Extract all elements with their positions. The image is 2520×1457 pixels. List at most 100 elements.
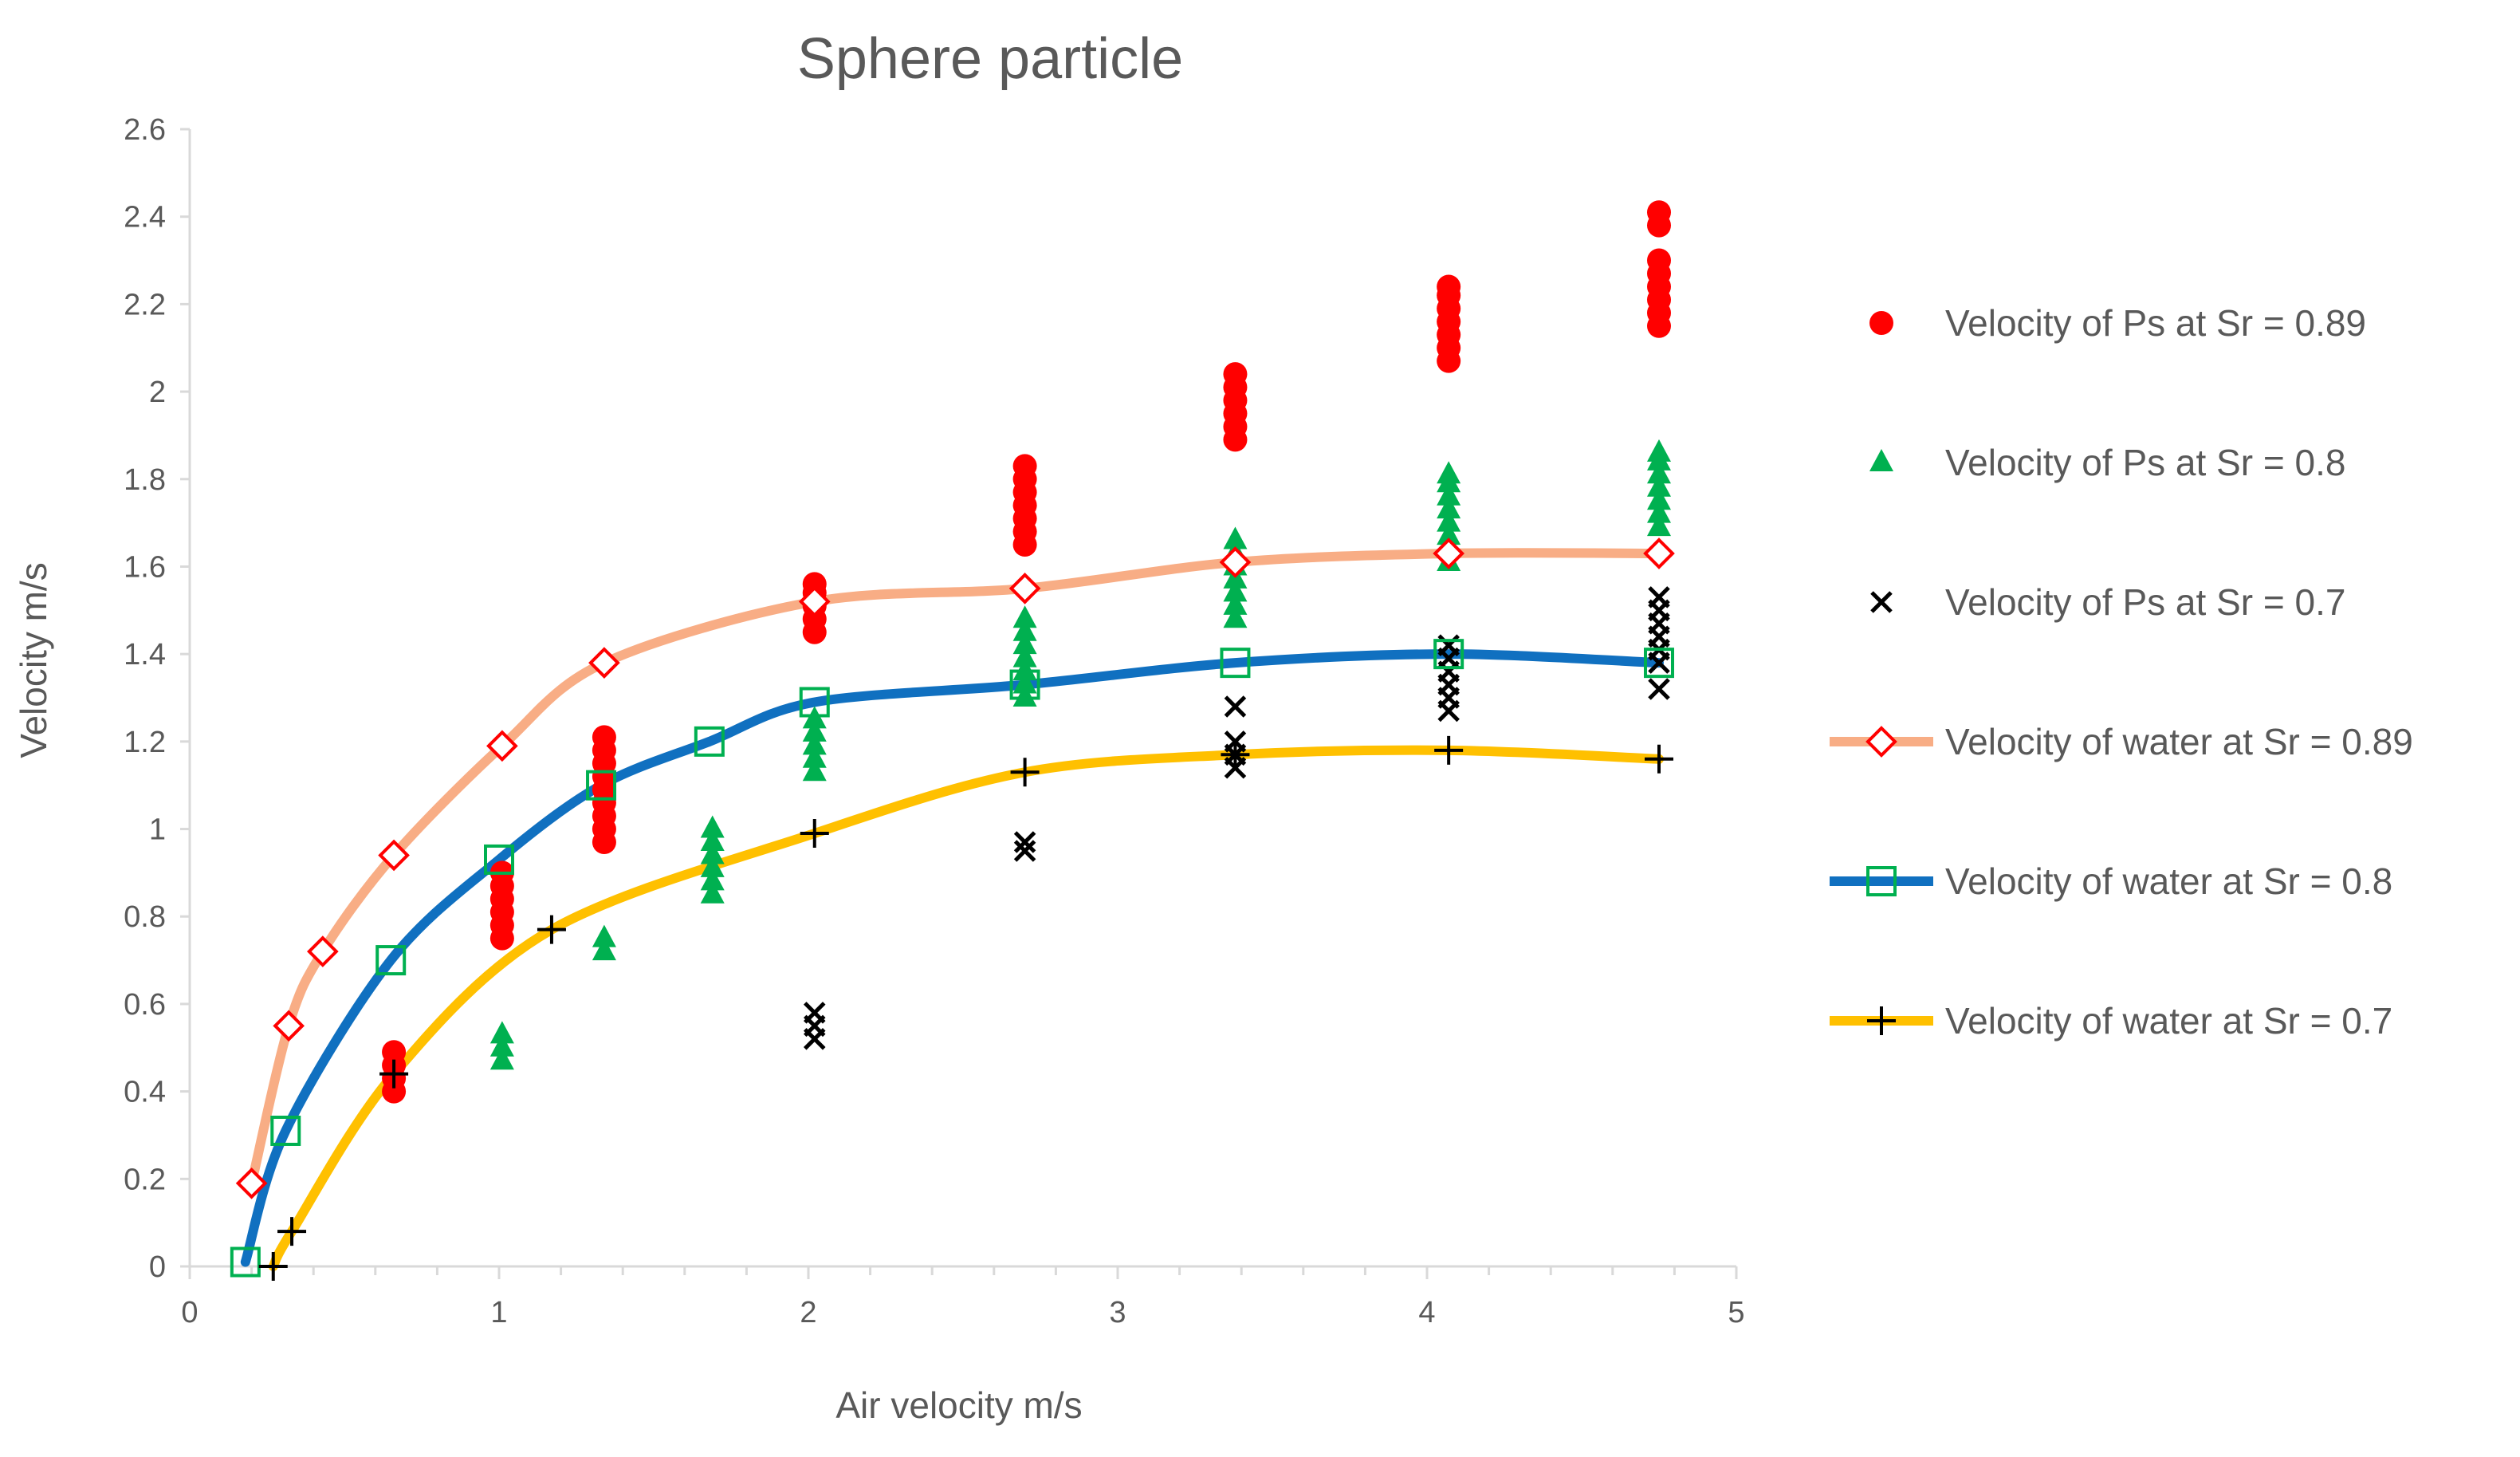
data-point xyxy=(1221,740,1250,770)
legend-marker xyxy=(1867,1006,1896,1035)
data-point xyxy=(379,1059,409,1089)
data-point xyxy=(700,841,725,864)
data-point xyxy=(700,854,725,877)
data-point xyxy=(802,732,827,755)
y-tick-label: 2.4 xyxy=(124,201,166,234)
data-point xyxy=(1647,200,1671,225)
data-point xyxy=(489,1021,514,1044)
data-point xyxy=(1437,496,1461,519)
data-point xyxy=(1220,648,1251,679)
series-line xyxy=(240,649,1664,1267)
data-point xyxy=(1012,605,1037,628)
line-markers-6 xyxy=(258,735,1673,1281)
y-tick-label: 2.2 xyxy=(124,288,166,321)
legend-label: Velocity of Ps at Sr = 0.7 xyxy=(1945,581,2345,623)
line-series-5 xyxy=(240,649,1664,1267)
data-point xyxy=(803,1002,826,1024)
data-point xyxy=(1647,514,1671,537)
data-point xyxy=(700,815,725,838)
legend-entry-6: Velocity of water at Sr = 0.7 xyxy=(1830,1000,2392,1042)
data-point xyxy=(307,935,339,967)
data-point xyxy=(592,938,616,961)
data-point xyxy=(694,726,725,757)
data-point xyxy=(700,828,725,851)
data-point xyxy=(1437,461,1461,484)
axes: 0 0.2 0.4 0.6 0.8 1 1.2 1.4 1.6 1.8 2 2.2 2.4 2.6 0 1 2 3… xyxy=(124,113,1744,1329)
data-point xyxy=(489,1047,514,1070)
plot-area xyxy=(230,200,1675,1281)
y-tick-label: 1 xyxy=(149,813,166,847)
data-point xyxy=(537,915,566,944)
y-tick-label: 0.8 xyxy=(124,900,166,934)
data-point xyxy=(1224,695,1247,718)
legend-label: Velocity of water at Sr = 0.7 xyxy=(1945,1000,2392,1042)
line-series-6 xyxy=(268,745,1664,1271)
data-point xyxy=(1648,586,1670,608)
data-point xyxy=(1219,546,1252,578)
data-point xyxy=(799,687,830,718)
legend-marker xyxy=(1866,866,1897,896)
data-point xyxy=(1647,487,1671,510)
data-point xyxy=(1012,684,1037,707)
scatter-series-2 xyxy=(489,439,1671,1070)
data-point xyxy=(235,1167,268,1199)
legend-label: Velocity of water at Sr = 0.89 xyxy=(1945,721,2413,762)
x-tick-label: 3 xyxy=(1109,1296,1126,1329)
data-point xyxy=(1437,522,1461,545)
legend-label: Velocity of Ps at Sr = 0.89 xyxy=(1945,302,2366,344)
data-point xyxy=(1648,678,1670,700)
data-point xyxy=(1012,658,1037,681)
x-tick-label: 2 xyxy=(800,1296,816,1329)
legend-marker xyxy=(1869,311,1893,335)
data-point xyxy=(1012,644,1037,667)
data-point xyxy=(1647,248,1671,273)
legend: Velocity of Ps at Sr = 0.89 Velocity of P… xyxy=(1830,302,2413,1042)
legend-label: Velocity of Ps at Sr = 0.8 xyxy=(1945,442,2345,483)
data-point xyxy=(273,1010,305,1042)
series-line xyxy=(268,745,1664,1271)
data-point xyxy=(1223,526,1248,549)
data-point xyxy=(382,1040,407,1065)
data-point xyxy=(586,770,617,801)
data-point xyxy=(802,719,827,742)
data-point xyxy=(378,839,410,872)
data-point xyxy=(802,758,827,782)
data-point xyxy=(1437,274,1461,299)
data-point xyxy=(1223,579,1248,602)
data-point xyxy=(1008,573,1041,604)
x-tick-label: 5 xyxy=(1728,1296,1744,1329)
line-markers-5 xyxy=(230,639,1674,1278)
data-point xyxy=(802,745,827,768)
y-axis-title: Velocity m/s xyxy=(13,562,54,758)
data-point xyxy=(486,730,518,762)
data-point xyxy=(489,1034,514,1057)
y-tick-label: 2.6 xyxy=(124,113,166,147)
y-tick-label: 1.4 xyxy=(124,638,166,671)
legend-marker xyxy=(1870,591,1893,613)
y-tick-label: 1.6 xyxy=(124,550,166,584)
data-point xyxy=(1437,509,1461,532)
legend-entry-5: Velocity of water at Sr = 0.8 xyxy=(1830,860,2392,902)
data-point xyxy=(798,585,831,618)
data-point xyxy=(1012,454,1037,478)
legend-entry-1: Velocity of Ps at Sr = 0.89 xyxy=(1869,302,2366,344)
scatter-series-1 xyxy=(382,200,1671,1104)
data-point xyxy=(270,1115,301,1146)
data-point xyxy=(700,880,725,904)
data-point xyxy=(588,647,620,679)
x-axis-title: Air velocity m/s xyxy=(835,1384,1082,1426)
data-point xyxy=(1012,671,1037,694)
data-point xyxy=(1647,461,1671,484)
data-point xyxy=(1643,538,1675,569)
data-point xyxy=(1009,669,1040,700)
data-point xyxy=(375,945,407,976)
data-point xyxy=(484,844,514,875)
data-point xyxy=(1223,362,1248,387)
y-tick-label: 0.4 xyxy=(124,1076,166,1109)
y-tick-label: 1.8 xyxy=(124,463,166,497)
chart-title: Sphere particle xyxy=(797,27,1183,91)
data-point xyxy=(1012,618,1037,641)
x-tick-label: 0 xyxy=(181,1296,198,1329)
